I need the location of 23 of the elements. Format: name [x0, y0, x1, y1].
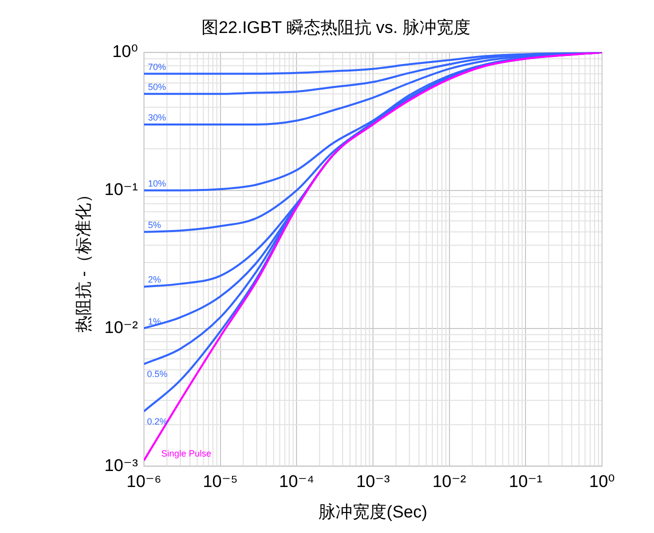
x-tick-label: 10⁻⁶ [126, 472, 162, 492]
x-tick-label: 10⁻¹ [508, 472, 543, 492]
series-label: 0.5% [146, 369, 168, 380]
series-label: 10% [148, 178, 166, 188]
series-label: 5% [148, 220, 161, 230]
x-tick-label: 10⁻³ [356, 472, 390, 492]
y-tick-label: 10⁻¹ [104, 180, 138, 200]
series-label: 50% [148, 82, 166, 92]
y-tick-label: 10⁰ [112, 42, 138, 62]
x-tick-label: 10⁻² [432, 472, 466, 492]
series-label: 70% [148, 62, 166, 72]
chart-title: 图22.IGBT 瞬态热阻抗 vs. 脉冲宽度 [202, 18, 470, 37]
series-label: 0.2% [146, 416, 168, 426]
x-tick-label: 10⁰ [589, 472, 616, 492]
y-axis-title: 热阻抗 -（标准化） [74, 186, 93, 332]
series-label: 30% [148, 112, 166, 123]
y-tick-label: 10⁻² [104, 318, 138, 337]
series-label: Single Pulse [161, 448, 212, 458]
x-axis-title: 脉冲宽度(Sec) [318, 502, 428, 522]
y-tick-label: 10⁻³ [104, 456, 138, 475]
x-tick-label: 10⁻⁴ [279, 472, 314, 492]
series-label: 2% [148, 274, 161, 285]
x-tick-label: 10⁻⁵ [202, 472, 238, 492]
